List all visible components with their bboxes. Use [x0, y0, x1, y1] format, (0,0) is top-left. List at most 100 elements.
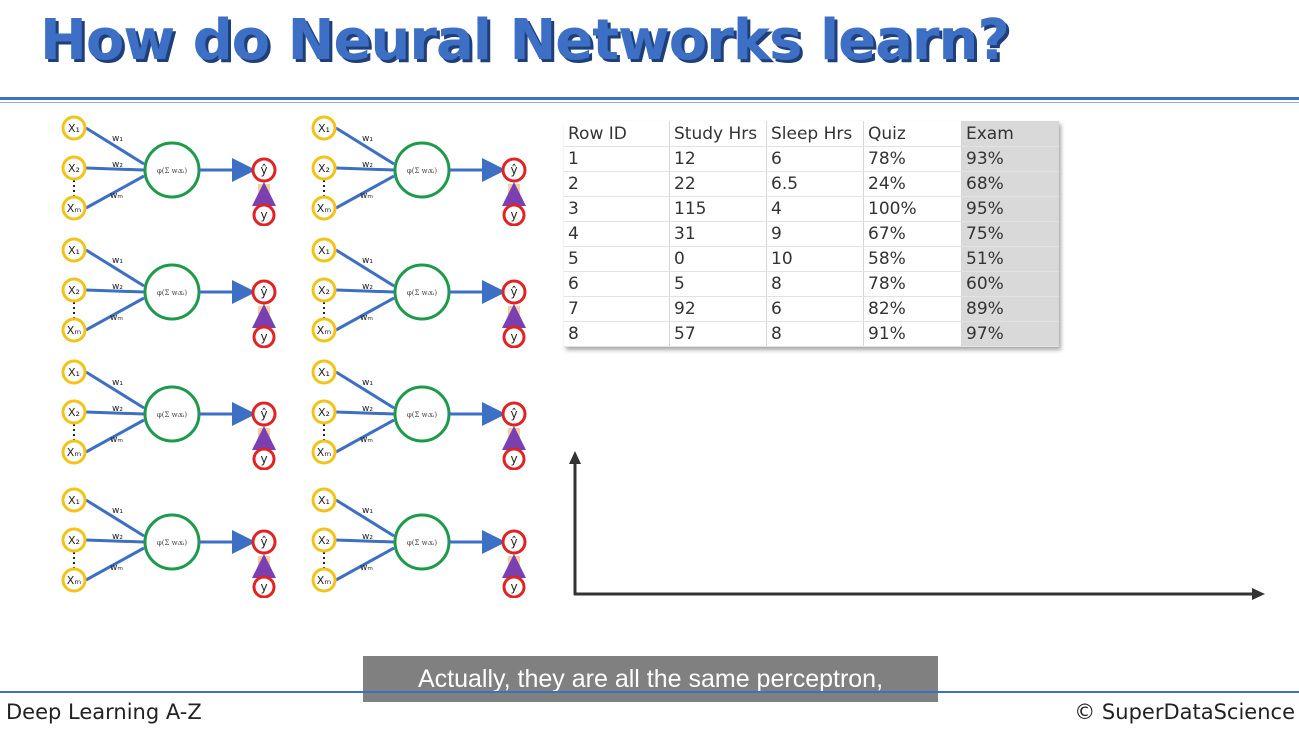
- input-label: X₁: [68, 494, 80, 507]
- output-node: [251, 529, 277, 555]
- weight-connection: [335, 418, 395, 454]
- perceptron-diagram: X₁ X₂ Xₘ w₁ w₂ wₘ φ(Σ wᵢxᵢ) ŷ y: [61, 237, 277, 348]
- weight-label: w₁: [112, 378, 123, 388]
- table-cell: 58%: [863, 246, 962, 272]
- actual-label: y: [510, 580, 517, 594]
- table-row: 6 5 8 78% 60%: [564, 271, 1059, 297]
- output-label: ŷ: [510, 285, 517, 299]
- weight-connection: [85, 288, 145, 294]
- output-node: [501, 529, 527, 555]
- column-header: Row ID: [564, 121, 670, 147]
- table-row: 2 22 6.5 24% 68%: [564, 171, 1059, 197]
- table-cell: 5: [564, 246, 670, 272]
- table-cell: 6: [766, 296, 864, 322]
- weight-connection: [335, 546, 395, 582]
- table-row: 3 115 4 100% 95%: [564, 196, 1059, 222]
- table-cell: 5: [669, 271, 767, 297]
- output-label: ŷ: [510, 163, 517, 177]
- output-label: ŷ: [260, 285, 267, 299]
- input-label: Xₘ: [67, 324, 82, 337]
- input-node: [61, 567, 87, 593]
- input-node: [61, 155, 87, 181]
- activation-formula: φ(Σ wᵢxᵢ): [157, 167, 188, 175]
- table-cell: 3: [564, 196, 670, 222]
- input-label: X₁: [68, 366, 80, 379]
- input-node: [311, 527, 337, 553]
- input-label: Xₘ: [317, 202, 332, 215]
- perceptron-diagram: X₁ X₂ Xₘ w₁ w₂ wₘ φ(Σ wᵢxᵢ) ŷ y: [311, 359, 527, 470]
- table-cell: 8: [766, 271, 864, 297]
- footer-divider: [0, 691, 1299, 693]
- table-cell: 68%: [961, 171, 1059, 197]
- activation-formula: φ(Σ wᵢxᵢ): [407, 539, 438, 547]
- weight-connection: [335, 498, 395, 538]
- training-data-table: Row ID Study Hrs Sleep Hrs Quiz Exam 1 12…: [564, 121, 1059, 347]
- video-caption: Actually, they are all the same perceptr…: [363, 656, 938, 702]
- activation-formula: φ(Σ wᵢxᵢ): [407, 167, 438, 175]
- table-cell: 6: [564, 271, 670, 297]
- output-node: [501, 157, 527, 183]
- table-cell: 78%: [863, 146, 962, 172]
- input-node: [311, 317, 337, 343]
- weight-label: w₁: [112, 256, 123, 266]
- input-node: [61, 195, 87, 221]
- output-label: ŷ: [260, 535, 267, 549]
- input-node: [61, 439, 87, 465]
- output-label: ŷ: [510, 407, 517, 421]
- table-header-row: Row ID Study Hrs Sleep Hrs Quiz Exam: [564, 121, 1059, 147]
- table-cell: 10: [766, 246, 864, 272]
- table-row: 5 0 10 58% 51%: [564, 246, 1059, 272]
- weight-label: w₁: [362, 256, 373, 266]
- weight-connection: [85, 538, 145, 544]
- weight-label: w₂: [362, 160, 373, 170]
- activation-formula: φ(Σ wᵢxᵢ): [157, 411, 188, 419]
- table-cell: 89%: [961, 296, 1059, 322]
- activation-formula: φ(Σ wᵢxᵢ): [157, 539, 188, 547]
- weight-connection: [335, 174, 395, 210]
- activation-formula: φ(Σ wᵢxᵢ): [407, 411, 438, 419]
- weight-label: w₁: [362, 378, 373, 388]
- weight-label: w₂: [112, 404, 123, 414]
- perceptron-diagram: X₁ X₂ Xₘ w₁ w₂ wₘ φ(Σ wᵢxᵢ) ŷ y: [61, 487, 277, 598]
- table-cell: 0: [669, 246, 767, 272]
- weight-connection: [335, 248, 395, 288]
- weight-label: wₘ: [110, 313, 123, 323]
- weight-label: w₂: [362, 282, 373, 292]
- table-cell: 4: [564, 221, 670, 247]
- input-label: X₂: [68, 406, 80, 419]
- input-node: [61, 359, 87, 385]
- input-label: Xₘ: [317, 446, 332, 459]
- weight-label: wₘ: [360, 313, 373, 323]
- slide-title: How do Neural Networks learn?: [40, 8, 1010, 73]
- table-cell: 67%: [863, 221, 962, 247]
- actual-label: y: [260, 208, 267, 222]
- table-cell: 60%: [961, 271, 1059, 297]
- input-label: X₁: [68, 244, 80, 257]
- weight-label: w₂: [362, 404, 373, 414]
- copyright: © SuperDataScience: [1074, 700, 1295, 724]
- actual-value-node: [252, 203, 276, 226]
- weight-label: w₂: [112, 532, 123, 542]
- column-header: Study Hrs: [669, 121, 767, 147]
- empty-chart-axes: [569, 451, 1265, 600]
- input-node: [311, 155, 337, 181]
- weight-connection: [335, 296, 395, 332]
- input-node: [311, 399, 337, 425]
- output-node: [501, 401, 527, 427]
- weight-label: wₘ: [110, 191, 123, 201]
- input-node: [61, 399, 87, 425]
- table-cell: 2: [564, 171, 670, 197]
- table-cell: 100%: [863, 196, 962, 222]
- input-node: [61, 237, 87, 263]
- perceptron-diagram: X₁ X₂ Xₘ w₁ w₂ wₘ φ(Σ wᵢxᵢ) ŷ y: [311, 487, 527, 598]
- weight-connection: [85, 498, 145, 538]
- input-label: Xₘ: [67, 202, 82, 215]
- input-node: [311, 195, 337, 221]
- output-node: [251, 401, 277, 427]
- weight-label: w₁: [362, 506, 373, 516]
- input-node: [311, 277, 337, 303]
- weight-label: w₂: [112, 160, 123, 170]
- input-label: X₁: [318, 366, 330, 379]
- actual-value-node: [502, 575, 526, 598]
- title-divider: [0, 97, 1299, 100]
